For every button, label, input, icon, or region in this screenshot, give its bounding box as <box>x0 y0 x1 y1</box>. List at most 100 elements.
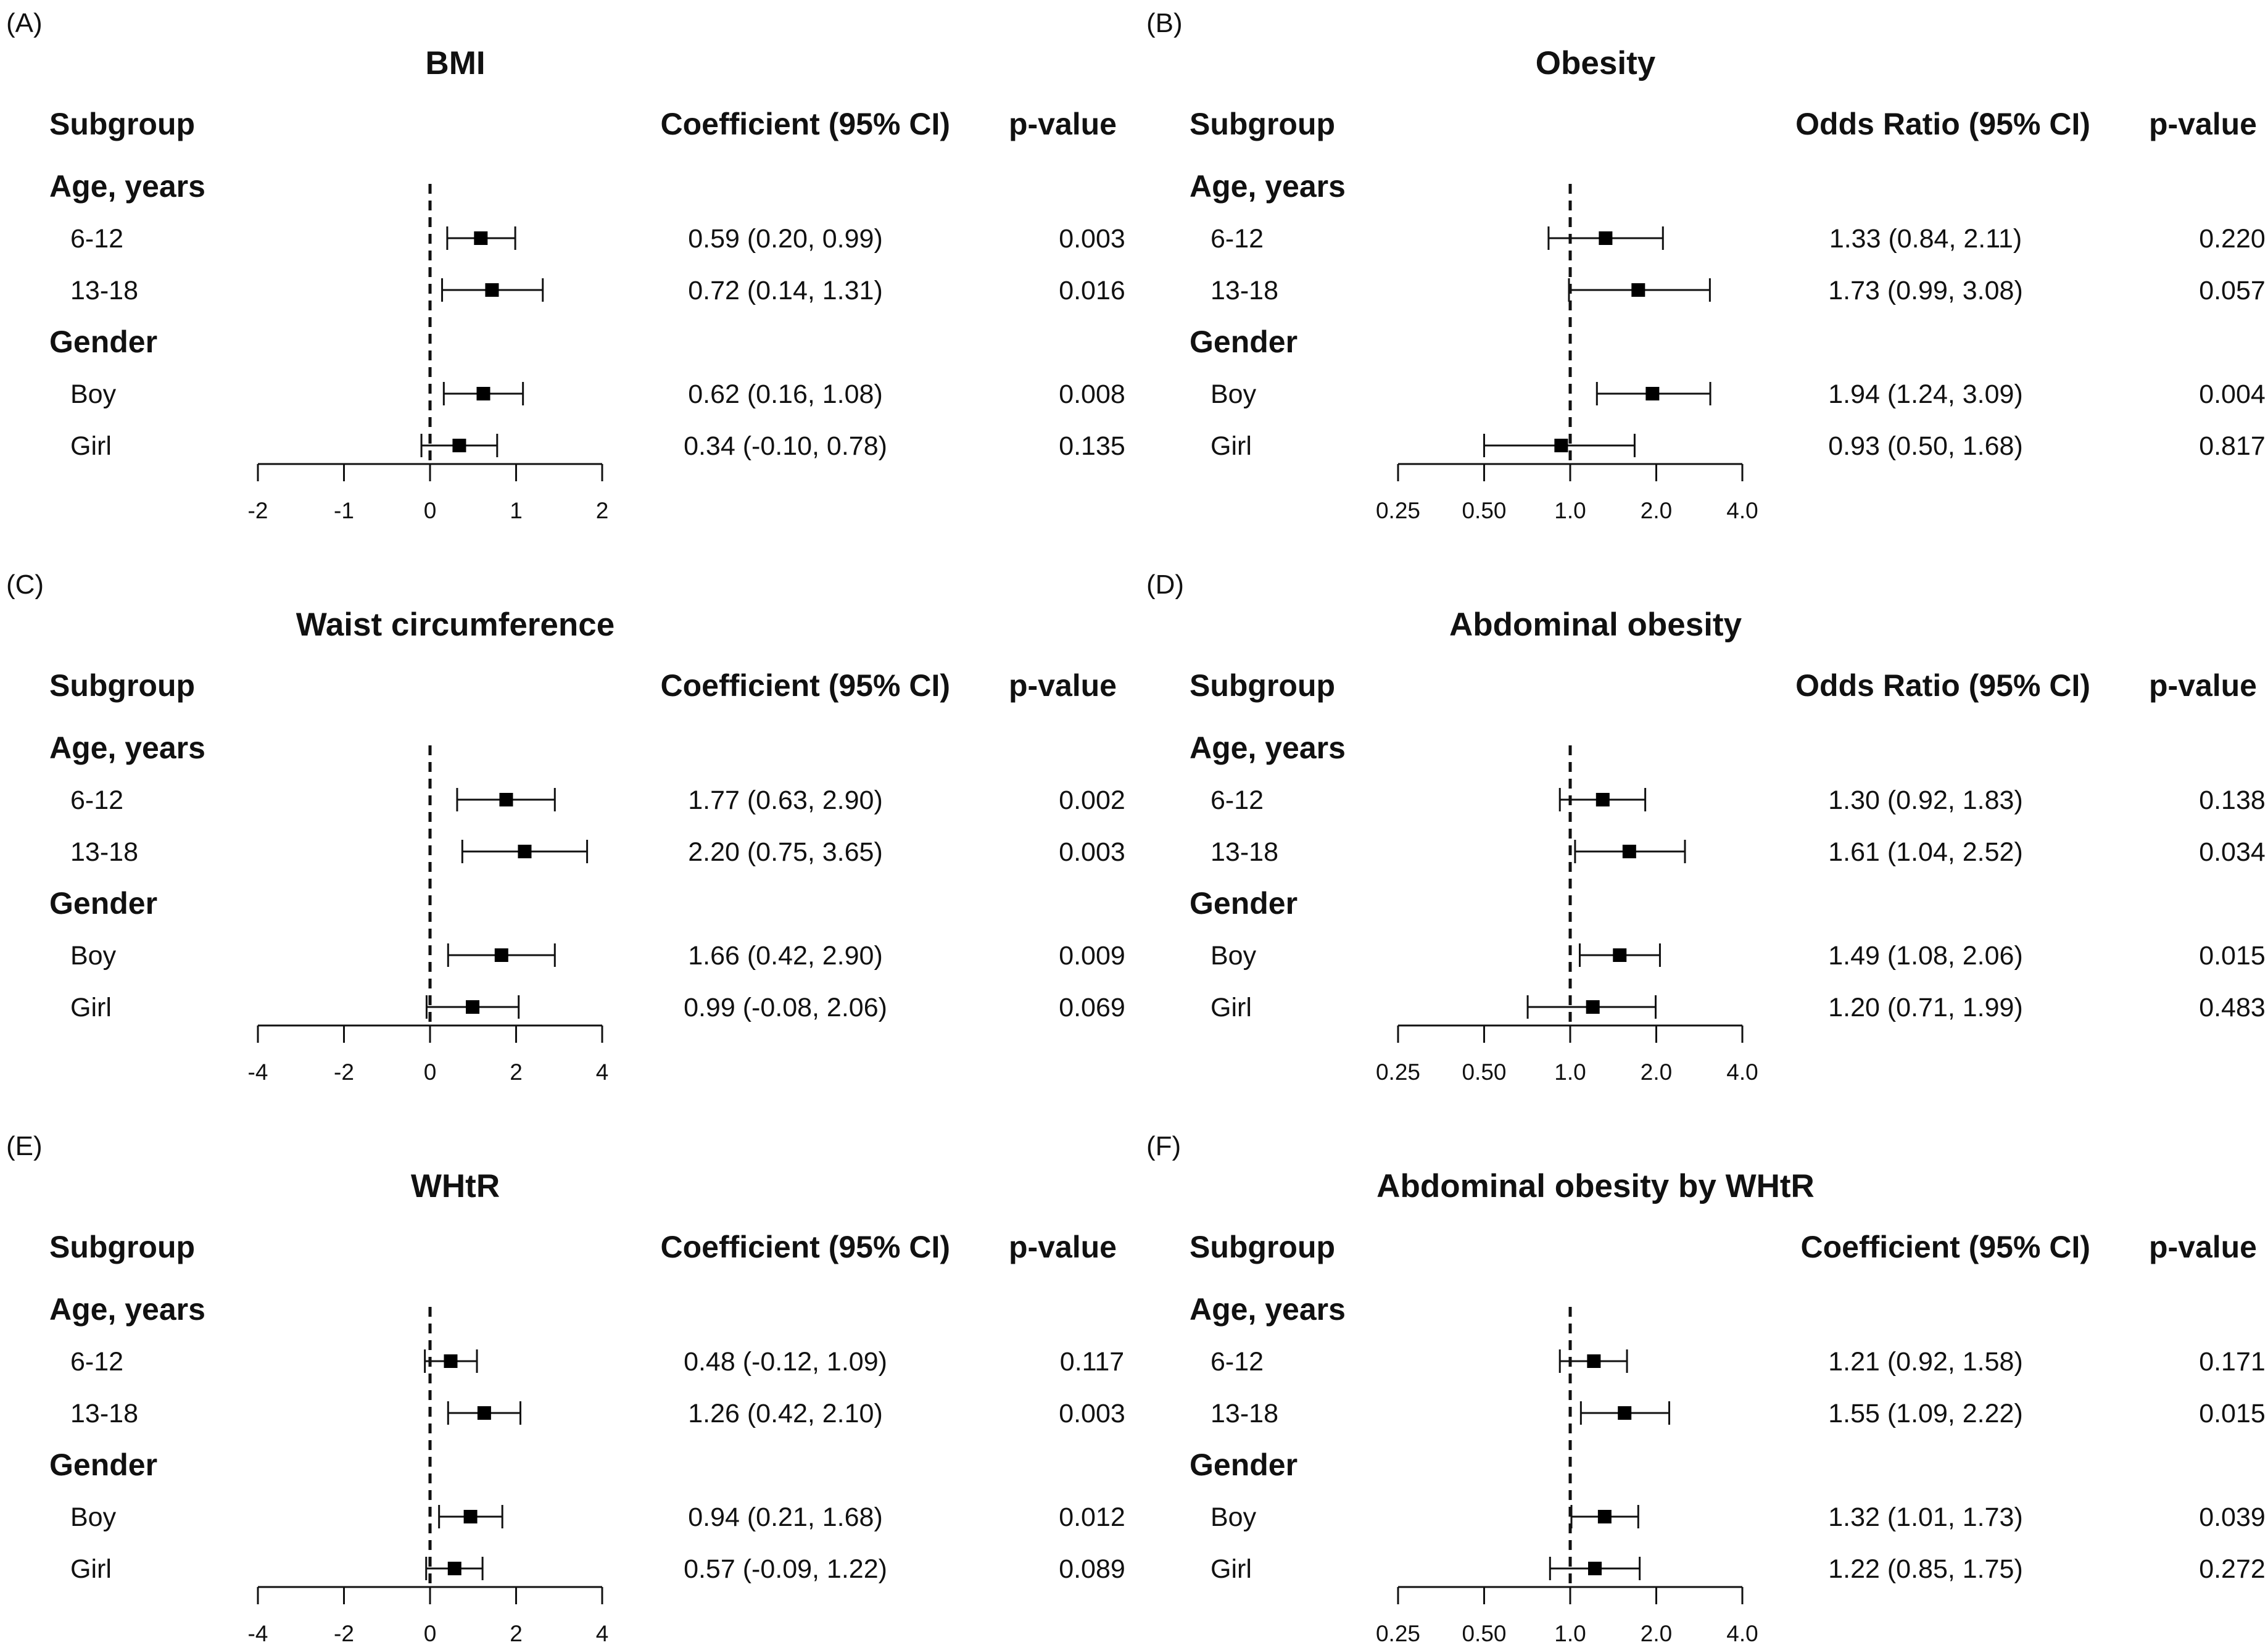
pvalue-text: 0.039 <box>2199 1502 2266 1532</box>
group-label: Age, years <box>1190 169 1346 204</box>
x-tick-label: 0.50 <box>1462 1621 1506 1645</box>
row-label: Girl <box>70 1554 112 1584</box>
subgroup-header: Subgroup <box>49 668 195 703</box>
x-tick-label: 4 <box>596 1621 609 1645</box>
pvalue-text: 0.069 <box>1059 993 1125 1022</box>
row-label: Boy <box>70 1502 117 1532</box>
point-estimate <box>1554 439 1568 452</box>
estimate-ci-text: 0.34 (-0.10, 0.78) <box>684 431 887 461</box>
point-estimate <box>444 1354 458 1368</box>
group-label: Gender <box>49 325 157 359</box>
group-label: Age, years <box>49 169 205 204</box>
estimate-ci-text: 0.72 (0.14, 1.31) <box>688 276 883 305</box>
x-tick-label: -1 <box>334 498 354 523</box>
group-label: Age, years <box>49 731 205 765</box>
point-estimate <box>1618 1406 1632 1420</box>
subgroup-header: Subgroup <box>49 1230 195 1264</box>
panel-title: Obesity <box>1536 45 1656 81</box>
group-label: Gender <box>1190 1448 1297 1482</box>
point-estimate <box>1631 283 1645 297</box>
pvalue-header: p-value <box>2149 107 2257 141</box>
x-tick-label: 0.25 <box>1376 498 1420 523</box>
point-estimate <box>1597 1510 1612 1523</box>
row-label: 6-12 <box>70 1347 123 1377</box>
x-tick-label: 2 <box>596 498 609 523</box>
group-label: Gender <box>49 886 157 921</box>
x-tick-label: 1 <box>510 498 523 523</box>
estimate-header: Odds Ratio (95% CI) <box>1795 668 2090 703</box>
estimate-ci-text: 0.99 (-0.08, 2.06) <box>684 993 887 1022</box>
panel-title: Abdominal obesity by WHtR <box>1376 1168 1815 1204</box>
pvalue-text: 0.034 <box>2199 837 2266 867</box>
pvalue-text: 0.015 <box>2199 1399 2266 1428</box>
panel-c: (C) Waist circumference Subgroup Coefficien… <box>6 570 1125 1085</box>
x-tick-label: -2 <box>334 1621 354 1645</box>
pvalue-text: 0.008 <box>1059 379 1125 409</box>
pvalue-text: 0.016 <box>1059 276 1125 305</box>
estimate-ci-text: 1.22 (0.85, 1.75) <box>1828 1554 2023 1584</box>
row-label: 13-18 <box>1211 276 1278 305</box>
x-tick-label: -4 <box>248 1621 268 1645</box>
estimate-ci-text: 1.77 (0.63, 2.90) <box>688 785 883 815</box>
subgroup-header: Subgroup <box>49 107 195 141</box>
pvalue-text: 0.089 <box>1059 1554 1125 1584</box>
group-label: Age, years <box>49 1292 205 1327</box>
panel-b: (B) Obesity Subgroup Odds Ratio (95% CI) p-v… <box>1146 8 2266 523</box>
pvalue-text: 0.220 <box>2199 224 2266 254</box>
point-estimate <box>1613 948 1627 962</box>
point-estimate <box>1645 387 1660 400</box>
estimate-ci-text: 0.57 (-0.09, 1.22) <box>684 1554 887 1584</box>
pvalue-header: p-value <box>1009 107 1117 141</box>
pvalue-text: 0.002 <box>1059 785 1125 815</box>
panel-title: Waist circumference <box>296 607 615 643</box>
pvalue-text: 0.817 <box>2199 431 2266 461</box>
estimate-ci-text: 1.21 (0.92, 1.58) <box>1828 1347 2023 1377</box>
estimate-ci-text: 1.94 (1.24, 3.09) <box>1828 379 2023 409</box>
x-tick-label: 1.0 <box>1554 498 1586 523</box>
row-label: 6-12 <box>1211 785 1264 815</box>
panel-label: (A) <box>6 8 43 38</box>
pvalue-text: 0.003 <box>1059 224 1125 254</box>
estimate-ci-text: 0.59 (0.20, 0.99) <box>688 224 883 254</box>
panel-a: (A) BMI Subgroup Coefficient (95% CI) p-valu… <box>6 8 1125 523</box>
row-label: 6-12 <box>1211 1347 1264 1377</box>
estimate-ci-text: 1.73 (0.99, 3.08) <box>1828 276 2023 305</box>
pvalue-header: p-value <box>2149 1230 2257 1264</box>
estimate-ci-text: 1.20 (0.71, 1.99) <box>1828 993 2023 1022</box>
pvalue-text: 0.483 <box>2199 993 2266 1022</box>
row-label: 6-12 <box>1211 224 1264 254</box>
estimate-header: Coefficient (95% CI) <box>660 1230 950 1264</box>
row-label: 6-12 <box>70 224 123 254</box>
x-tick-label: 2.0 <box>1641 1059 1672 1085</box>
x-tick-label: 4.0 <box>1726 1059 1758 1085</box>
estimate-ci-text: 1.61 (1.04, 2.52) <box>1828 837 2023 867</box>
row-label: Girl <box>1211 1554 1252 1584</box>
pvalue-text: 0.003 <box>1059 1399 1125 1428</box>
group-label: Gender <box>1190 886 1297 921</box>
panel-label: (D) <box>1146 570 1184 600</box>
point-estimate <box>1599 231 1613 245</box>
panel-title: Abdominal obesity <box>1449 607 1742 643</box>
row-label: 13-18 <box>1211 837 1278 867</box>
point-estimate <box>494 948 508 962</box>
pvalue-text: 0.012 <box>1059 1502 1125 1532</box>
estimate-ci-text: 1.32 (1.01, 1.73) <box>1828 1502 2023 1532</box>
row-label: 13-18 <box>70 276 138 305</box>
point-estimate <box>474 231 488 245</box>
pvalue-header: p-value <box>2149 668 2257 703</box>
row-label: Girl <box>1211 431 1252 461</box>
x-tick-label: 4 <box>596 1059 609 1085</box>
subgroup-header: Subgroup <box>1190 107 1335 141</box>
estimate-header: Coefficient (95% CI) <box>660 668 950 703</box>
row-label: 6-12 <box>70 785 123 815</box>
panel-label: (B) <box>1146 8 1183 38</box>
pvalue-header: p-value <box>1009 668 1117 703</box>
point-estimate <box>485 283 499 297</box>
pvalue-text: 0.135 <box>1059 431 1125 461</box>
point-estimate <box>476 387 490 400</box>
x-tick-label: 2 <box>510 1059 523 1085</box>
estimate-header: Coefficient (95% CI) <box>1800 1230 2090 1264</box>
point-estimate <box>1587 1354 1601 1368</box>
x-tick-label: 2.0 <box>1641 1621 1672 1645</box>
